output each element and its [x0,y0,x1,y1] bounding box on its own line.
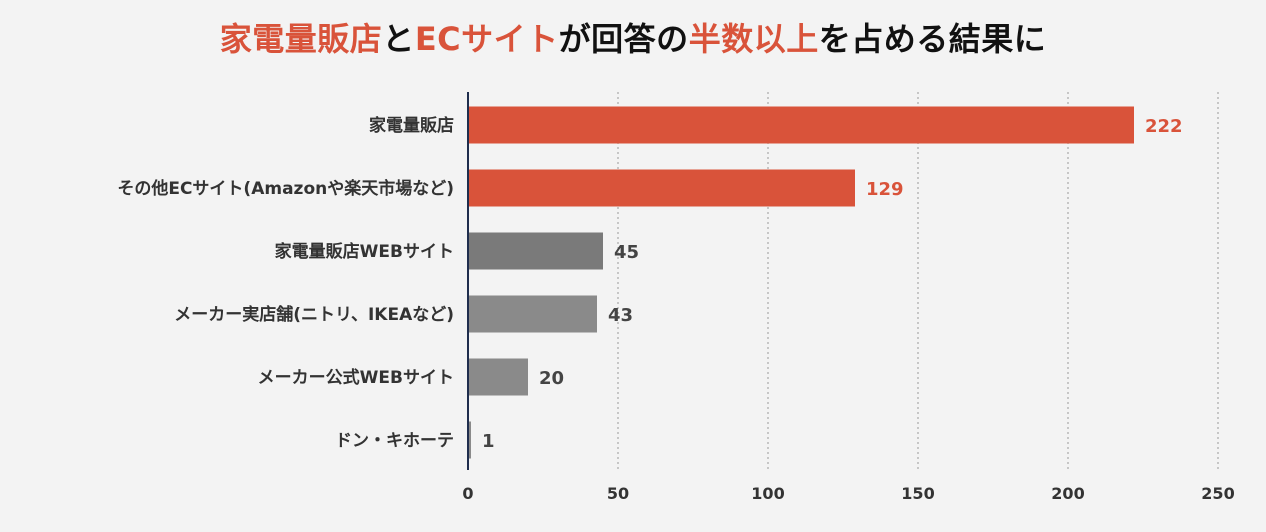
x-tick-label: 200 [1051,484,1084,503]
title-segment: が回答の [558,20,689,58]
data-label: 129 [866,179,904,200]
data-label: 1 [482,431,495,452]
title-segment: 家電量販店 [219,20,383,58]
chart-title: 家電量販店とECサイトが回答の半数以上を占める結果に [0,14,1266,60]
bar [468,358,528,396]
bar [468,295,597,333]
x-tick-label: 50 [607,484,629,503]
data-label: 20 [539,368,564,389]
title-segment: と [382,20,415,58]
bar [468,106,1134,144]
title-segment: を占める結果に [818,20,1047,58]
category-label: 家電量販店 [369,115,454,136]
bar [468,169,855,207]
bar [468,421,471,459]
category-label: ドン・キホーテ [335,431,454,451]
category-label: メーカー公式WEBサイト [258,367,454,388]
bar [468,232,603,270]
category-label: その他ECサイト(Amazonや楽天市場など) [117,178,454,199]
category-label: 家電量販店WEBサイト [275,241,454,262]
title-segment: ECサイト [414,20,559,58]
data-label: 43 [608,305,633,326]
x-tick-label: 250 [1201,484,1234,503]
title-segment: 半数以上 [688,20,819,58]
x-tick-label: 0 [462,484,473,503]
x-tick-label: 100 [751,484,784,503]
x-tick-label: 150 [901,484,934,503]
data-label: 222 [1145,116,1183,137]
category-label: メーカー実店舗(ニトリ、IKEAなど) [174,304,454,325]
data-label: 45 [614,242,639,263]
